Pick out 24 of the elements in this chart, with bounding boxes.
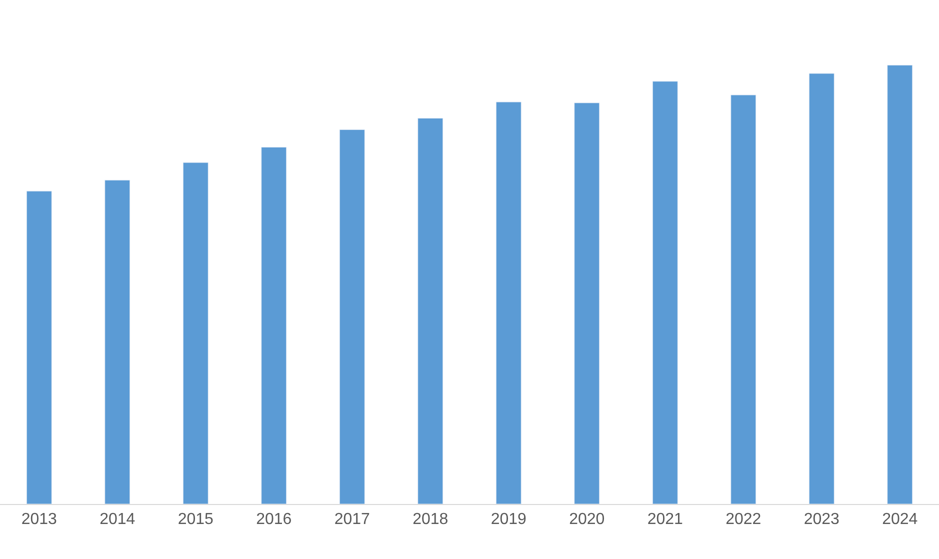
x-tick-label: 2018 (412, 511, 448, 528)
x-tick-label: 2015 (178, 511, 214, 528)
x-tick-label: 2013 (21, 511, 58, 528)
bar (730, 94, 756, 504)
bar (261, 146, 287, 504)
x-tick-label: 2019 (490, 511, 527, 528)
bar (496, 102, 522, 504)
bar (808, 73, 834, 504)
x-tick-label: 2024 (882, 511, 918, 528)
x-tick-label: 2021 (647, 511, 684, 528)
bar (26, 190, 52, 504)
bar (418, 118, 444, 504)
x-tick-label: 2016 (256, 511, 292, 528)
x-tick-label: 2022 (726, 511, 762, 528)
bar (339, 129, 365, 504)
bar (574, 102, 600, 504)
x-tick-label: 2023 (804, 511, 840, 528)
x-tick-label: 2014 (100, 511, 136, 528)
x-tick-label: 2017 (334, 511, 370, 528)
bar (104, 180, 130, 504)
x-tick-label: 2020 (569, 511, 605, 528)
bar (182, 162, 208, 504)
bar (652, 81, 678, 504)
bar (887, 64, 913, 504)
